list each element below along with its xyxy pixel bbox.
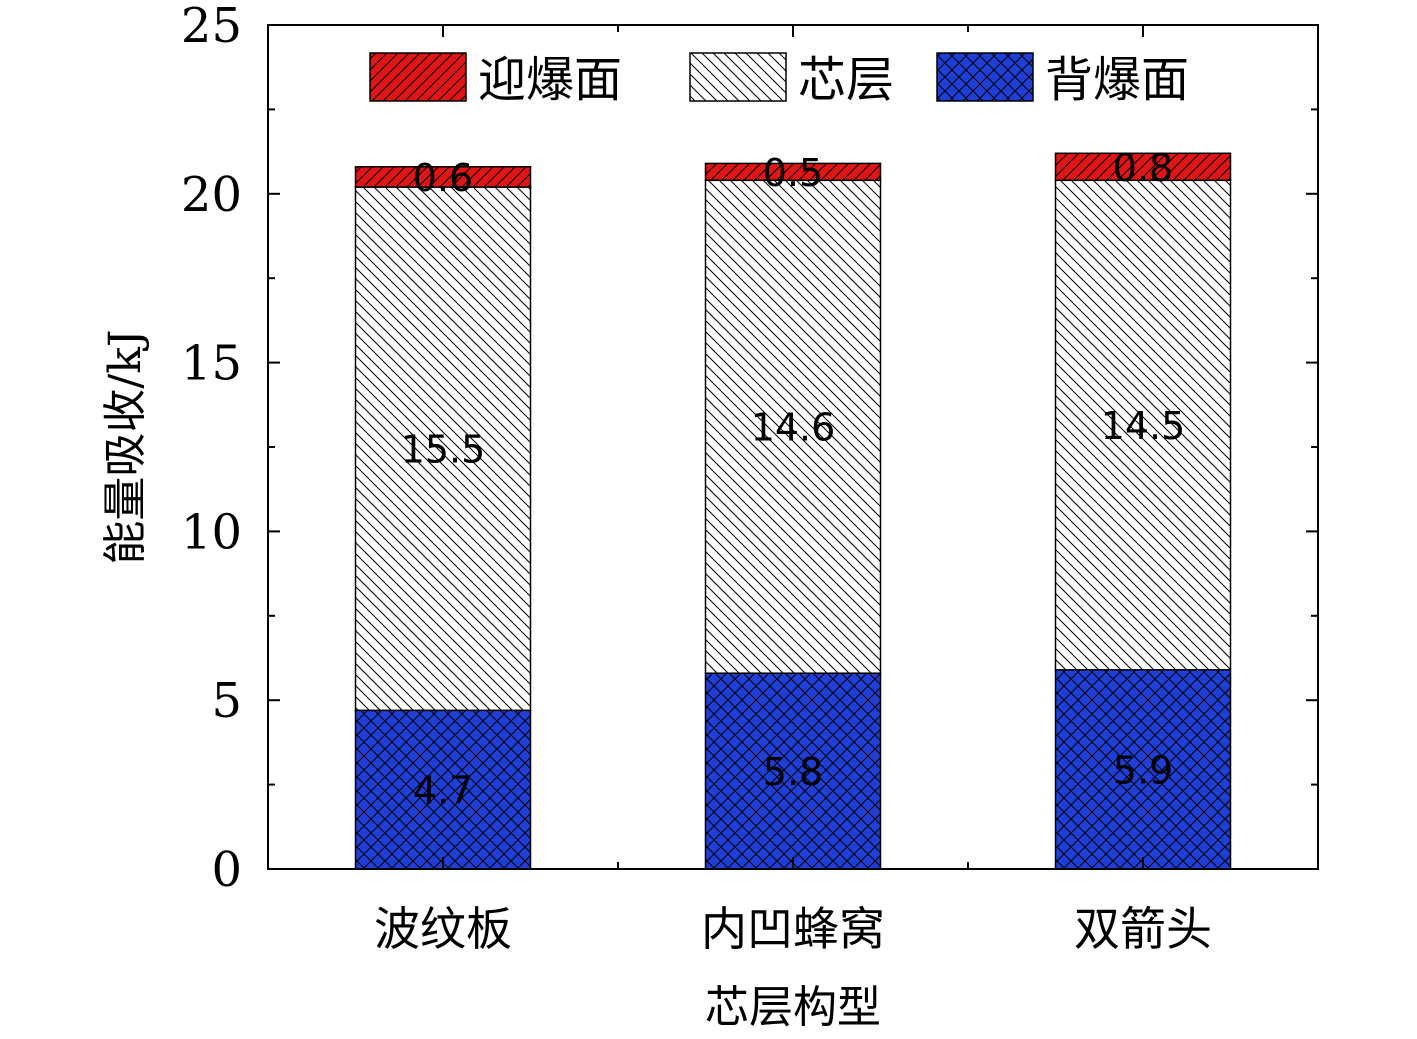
x-tick-label: 内凹蜂窝 (701, 902, 885, 956)
bar-segment (354, 186, 532, 712)
x-tick-label: 波纹板 (374, 902, 512, 956)
x-axis-label: 芯层构型 (705, 982, 881, 1033)
data-label: 0.8 (1113, 146, 1173, 190)
legend-label: 迎爆面 (478, 52, 622, 108)
data-label: 15.5 (401, 428, 486, 472)
data-label: 5.9 (1113, 748, 1173, 792)
data-label: 5.8 (763, 750, 823, 794)
y-tick-label: 25 (181, 0, 242, 54)
bar-segment (354, 166, 532, 188)
bar-segment (1054, 179, 1232, 671)
y-axis-label: 能量吸收/kJ (100, 329, 151, 564)
data-label: 14.5 (1101, 404, 1186, 448)
data-label: 0.6 (413, 156, 473, 200)
legend: 迎爆面 芯层 背爆面 (369, 52, 1189, 108)
plot-area: 4.7 15.5 0.6 5.8 14.6 0.5 5.9 14.5 0.8 (354, 146, 1232, 870)
bar-segment (354, 709, 532, 870)
y-tick-label: 0 (211, 842, 242, 898)
data-label: 14.6 (751, 406, 836, 450)
legend-swatch (689, 52, 787, 102)
bar-segment (1054, 669, 1232, 870)
legend-swatch (369, 52, 467, 102)
bar-segment (704, 162, 882, 182)
axes: 0 5 10 15 20 25 波纹板 内凹蜂窝 双箭头 (181, 0, 1318, 956)
bar-segment (704, 672, 882, 870)
bar-segment (704, 179, 882, 674)
legend-label: 背爆面 (1045, 52, 1189, 108)
bar-segment (1054, 152, 1232, 182)
legend-label: 芯层 (798, 52, 894, 108)
x-tick-label: 双箭头 (1074, 902, 1212, 956)
legend-swatch (936, 52, 1034, 102)
data-label: 4.7 (413, 769, 473, 813)
y-tick-label: 20 (181, 167, 242, 223)
y-tick-label: 10 (181, 504, 242, 560)
data-label: 0.5 (763, 151, 823, 195)
y-tick-label: 15 (181, 336, 242, 392)
y-tick-label: 5 (211, 673, 242, 729)
